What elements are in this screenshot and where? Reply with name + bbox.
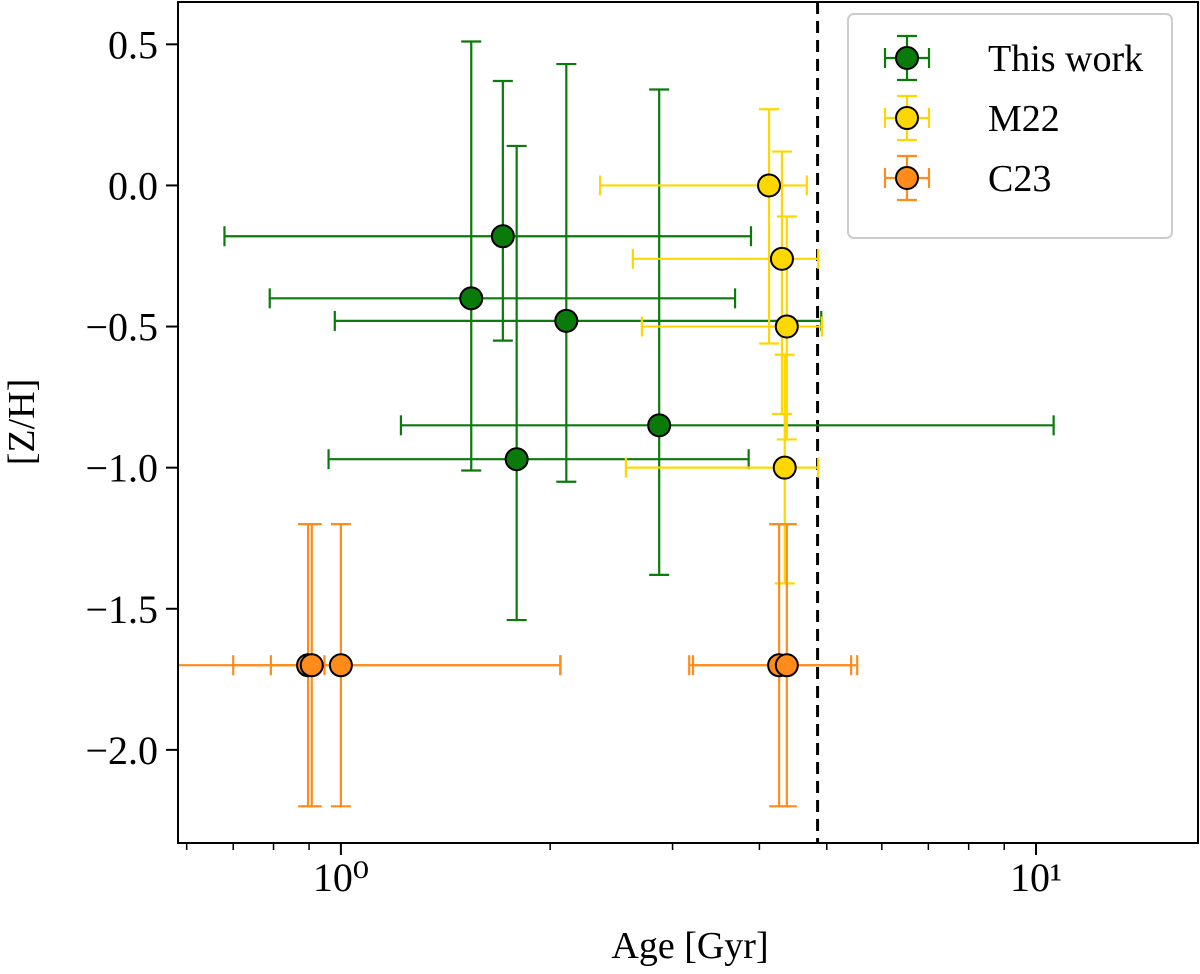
x-axis-label: Age [Gyr] [611, 925, 768, 967]
legend-label: This work [988, 38, 1143, 80]
x-tick-label: 10¹ [1010, 855, 1062, 900]
data-point [647, 413, 672, 438]
y-tick-label: −0.5 [85, 305, 158, 350]
data-point [299, 653, 324, 678]
data-point [328, 653, 353, 678]
data-point [769, 246, 794, 271]
y-tick-label: −2.0 [85, 728, 158, 773]
data-point [772, 455, 797, 480]
data-point [554, 308, 579, 333]
legend-marker [895, 46, 919, 70]
legend-marker [895, 106, 919, 130]
data-point [774, 314, 799, 339]
y-tick-label: −1.5 [85, 587, 158, 632]
y-tick-label: 0.0 [108, 163, 158, 208]
axes-frame [177, 1, 1199, 844]
legend-marker [895, 166, 919, 190]
data-point [757, 173, 782, 198]
y-axis-label: [Z/H] [1, 379, 43, 466]
data-point [774, 653, 799, 678]
data-point [459, 286, 484, 311]
legend-label: M22 [988, 98, 1060, 140]
data-point [490, 224, 515, 249]
plot-area [178, 2, 1055, 843]
y-tick-label: −1.0 [85, 446, 158, 491]
x-tick-label: 10⁰ [313, 855, 369, 900]
data-point [504, 447, 529, 472]
y-tick-label: 0.5 [108, 22, 158, 67]
legend-label: C23 [988, 158, 1051, 200]
